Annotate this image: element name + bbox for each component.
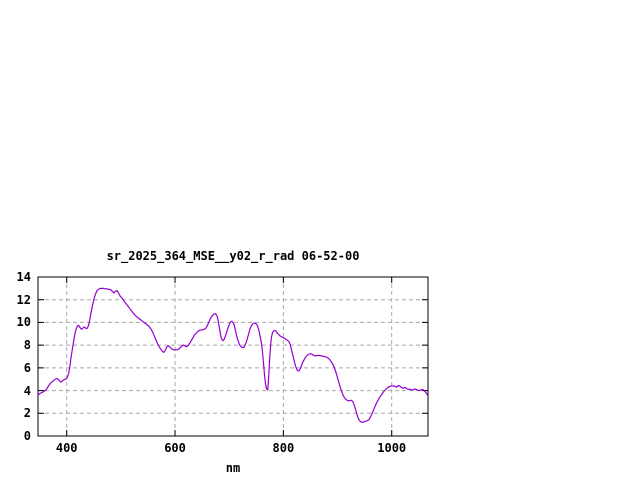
- y-tick-label: 2: [23, 406, 31, 421]
- x-tick-label: 800: [272, 441, 295, 455]
- y-tick-label: 0: [23, 429, 31, 443]
- axis-ticks: [38, 276, 428, 437]
- x-tick-label: 1000: [377, 441, 407, 455]
- y-tick-label: 10: [16, 315, 31, 330]
- grid-lines: [38, 277, 428, 436]
- y-tick-label: 14: [16, 270, 31, 284]
- x-tick-label: 600: [164, 441, 186, 455]
- x-axis-label: nm: [225, 461, 241, 475]
- chart-title: sr_2025_364_MSE__y02_r_rad 06-52-00: [106, 249, 360, 263]
- radiance-curve: [37, 287, 429, 423]
- x-tick-label: 400: [55, 441, 78, 455]
- plot-border: [37, 276, 429, 437]
- y-tick-label: 4: [23, 383, 31, 398]
- y-tick-label: 6: [23, 360, 31, 375]
- y-tick-label: 12: [16, 292, 31, 307]
- y-tick-label: 8: [23, 338, 31, 353]
